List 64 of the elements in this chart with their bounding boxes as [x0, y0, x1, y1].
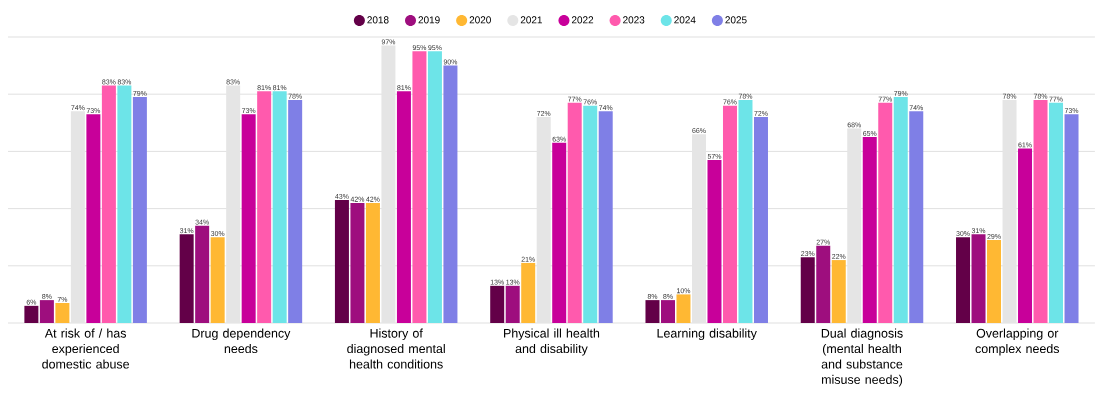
legend-label: 2019 — [418, 16, 440, 24]
bar — [816, 245, 831, 323]
bar — [738, 99, 753, 323]
bar — [722, 105, 737, 323]
bar — [365, 202, 380, 323]
bar — [288, 99, 303, 323]
bar — [753, 117, 768, 323]
bar — [505, 285, 520, 323]
bar — [132, 97, 147, 323]
bar — [800, 257, 815, 323]
bar — [862, 137, 877, 323]
bar — [831, 260, 846, 323]
bar — [272, 91, 287, 323]
bar — [490, 285, 505, 323]
legend-label: 2021 — [520, 16, 542, 24]
bar — [909, 111, 924, 323]
bar — [257, 91, 272, 323]
bar — [878, 102, 893, 323]
bar — [1064, 114, 1079, 323]
bar — [521, 262, 536, 323]
bar — [971, 234, 986, 323]
bar — [1018, 148, 1033, 323]
bar — [443, 65, 458, 323]
legend-label: 2024 — [674, 16, 696, 24]
bar — [645, 300, 660, 323]
bar — [39, 300, 54, 323]
x-tick-label: Physical ill health and disability — [504, 328, 600, 356]
x-tick-label: Dual diagnosis (mental health and substance misuse needs) — [821, 328, 903, 387]
legend-label: 2025 — [725, 16, 747, 24]
bar — [101, 85, 116, 323]
legend-label: 2022 — [571, 16, 594, 24]
bar — [412, 51, 427, 323]
legend-label: 2018 — [367, 16, 389, 24]
bar — [334, 200, 349, 323]
x-tick-label: Learning disability — [657, 328, 757, 341]
bar — [117, 85, 132, 323]
bar — [241, 114, 256, 323]
x-tick-label: Drug dependency needs — [192, 328, 291, 354]
bar — [210, 237, 225, 323]
x-tick-label: Overlapping or complex needs — [975, 328, 1060, 356]
bar — [598, 111, 613, 323]
bar — [1033, 99, 1048, 323]
bar — [396, 91, 411, 323]
bar — [676, 294, 691, 323]
bar — [195, 225, 210, 323]
x-tick-label: At risk of / has experienced domestic abuse — [42, 328, 130, 369]
bar — [893, 97, 908, 323]
bar — [179, 234, 194, 323]
bar — [567, 102, 582, 323]
bar — [987, 240, 1002, 323]
bar — [552, 142, 567, 323]
bar — [86, 114, 101, 323]
legend-label: 2023 — [623, 16, 645, 24]
bar — [55, 302, 70, 323]
bar — [956, 237, 971, 323]
bar — [427, 51, 442, 323]
bar — [24, 305, 39, 323]
bar — [707, 159, 722, 323]
bar — [1049, 102, 1064, 323]
bar — [583, 105, 598, 323]
bar — [660, 300, 675, 323]
bar — [350, 202, 365, 323]
x-tick-label: History of diagnosed mental health conditions — [347, 328, 445, 369]
legend-label: 2020 — [469, 16, 491, 24]
